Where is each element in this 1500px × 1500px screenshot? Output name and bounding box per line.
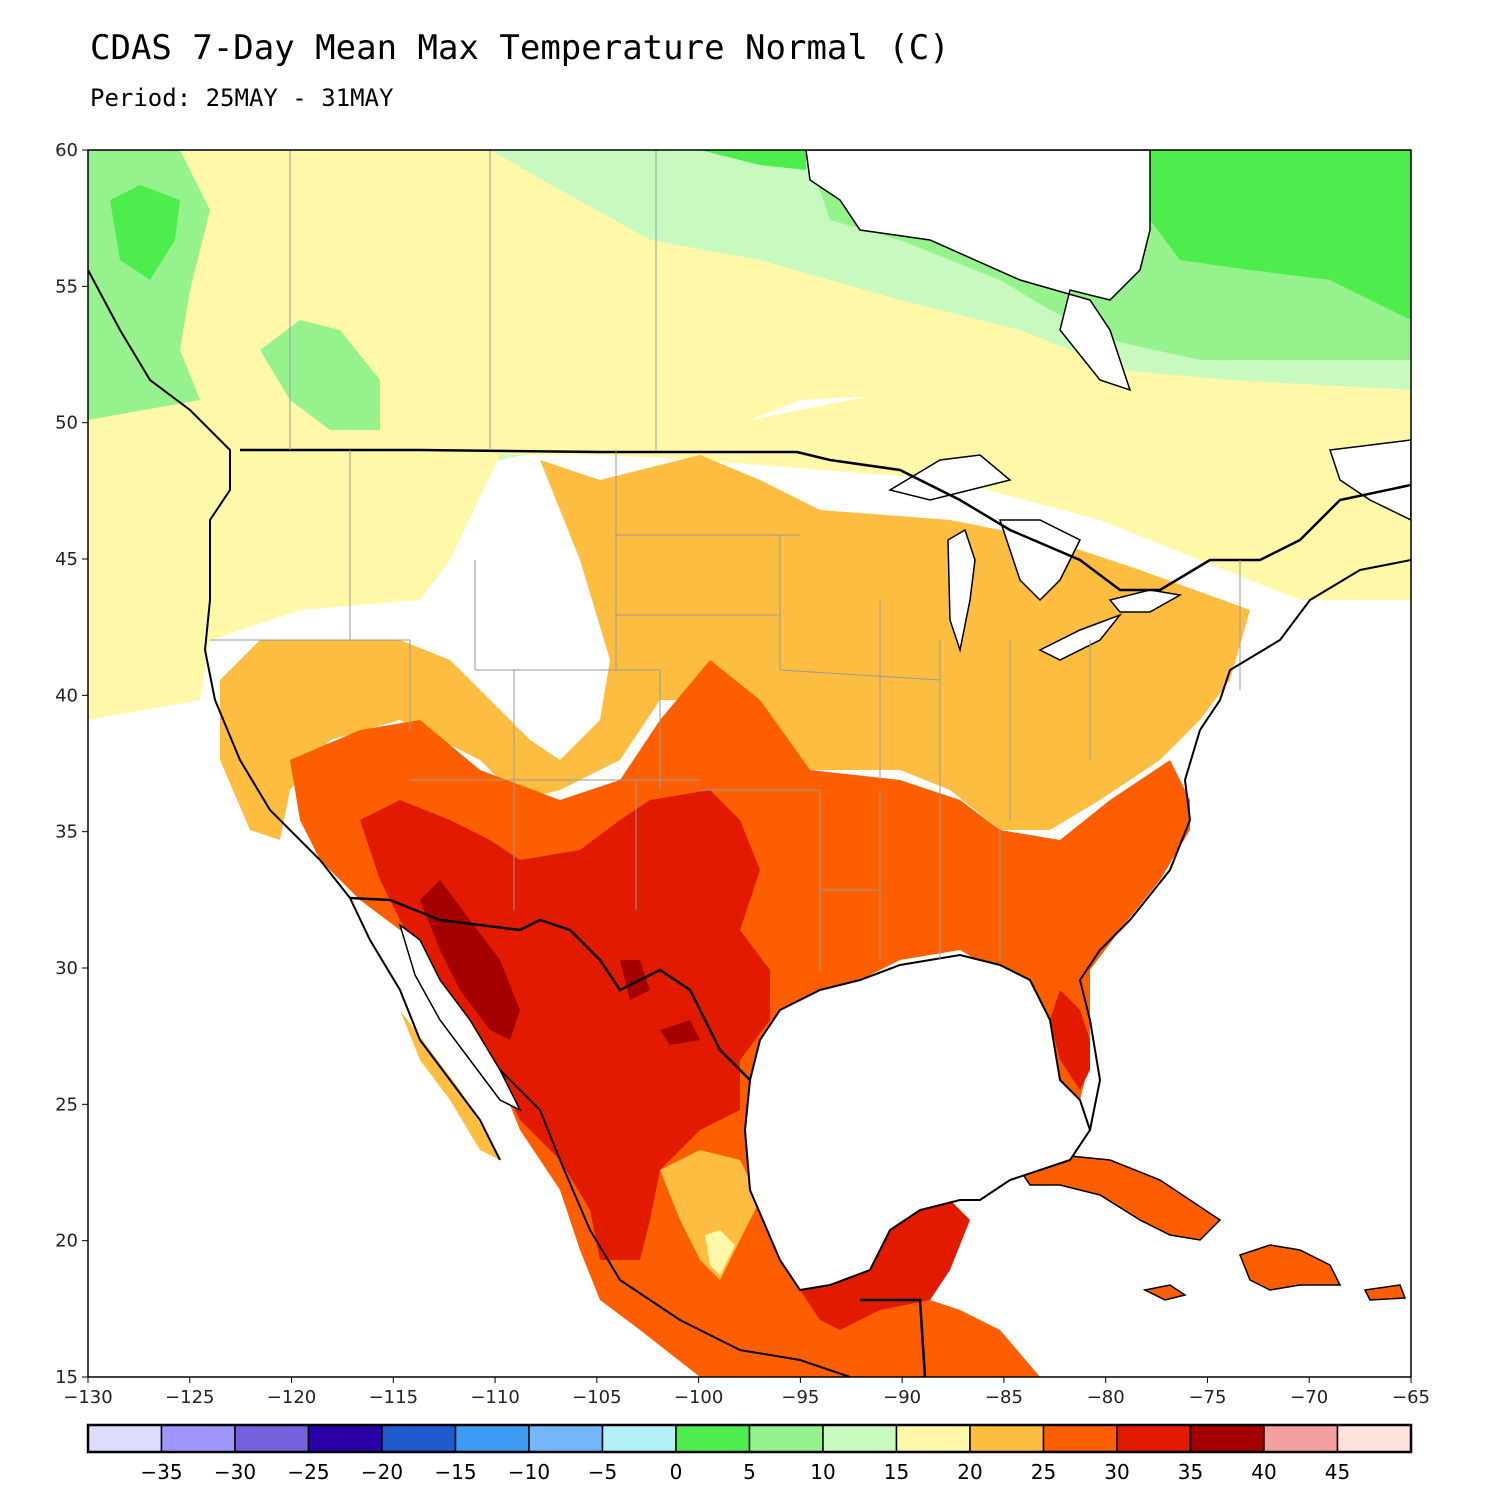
band-5-10-nw	[110, 185, 180, 280]
colorbar-swatch	[234, 1424, 310, 1453]
jamaica	[1142, 1284, 1187, 1301]
colorbar-label: −20	[361, 1460, 403, 1484]
lat-tick-label: 25	[55, 1094, 78, 1115]
lon-tick-label: −120	[267, 1387, 316, 1408]
coastline	[88, 269, 1411, 1377]
latitude-axis: 60 55 50 45 40 35 30 25 20 15	[55, 140, 88, 1388]
colorbar-swatch	[1336, 1424, 1412, 1453]
colorbar: −35 −30 −25 −20 −15 −10 −5 0 5 10 15 20 25 30 35 40 45	[86, 1423, 1413, 1484]
lat-tick-label: 60	[55, 140, 78, 161]
lon-tick-label: −70	[1290, 1387, 1328, 1408]
gulf-of-st-lawrence	[1328, 439, 1411, 521]
colorbar-label: −35	[140, 1460, 182, 1484]
gulf-of-mexico	[743, 953, 1092, 1292]
hispaniola	[1239, 1244, 1342, 1291]
band-5-10-quebec	[1150, 150, 1411, 320]
period-subtitle: Period: 25MAY - 31MAY	[90, 84, 394, 112]
lon-tick-label: −80	[1087, 1387, 1125, 1408]
colorbar-swatch	[454, 1424, 530, 1453]
lon-tick-label: −85	[985, 1387, 1023, 1408]
colorbar-label: 0	[670, 1460, 683, 1484]
lon-tick-label: −100	[674, 1387, 723, 1408]
lon-tick-label: −125	[165, 1387, 214, 1408]
lake-huron	[998, 519, 1082, 602]
lake-erie	[1038, 613, 1123, 661]
colorbar-swatch	[895, 1424, 971, 1453]
band-15-20-plateau	[705, 1230, 735, 1275]
state-borders	[210, 150, 1241, 970]
band-20-25-canada	[240, 150, 1411, 470]
chart-title: CDAS 7-Day Mean Max Temperature Normal (…	[90, 28, 950, 68]
colorbar-label: −25	[287, 1460, 329, 1484]
lake-michigan	[947, 528, 976, 653]
colorbar-label: 25	[1031, 1460, 1056, 1484]
colorbar-label: −15	[434, 1460, 476, 1484]
band-40-45-nl	[660, 1020, 700, 1045]
colorbar-swatch	[1116, 1424, 1192, 1453]
lon-tick-label: −65	[1392, 1387, 1430, 1408]
colorbar-swatch	[822, 1424, 898, 1453]
plot-frame	[87, 149, 1412, 1378]
band-20-25-north	[88, 150, 1411, 720]
lat-tick-label: 35	[55, 822, 78, 843]
gulf-of-california	[398, 923, 522, 1112]
colorbar-label: 35	[1178, 1460, 1203, 1484]
lake-superior	[888, 454, 1012, 501]
lon-tick-label: −95	[781, 1387, 819, 1408]
puerto-rico	[1363, 1284, 1407, 1301]
country-borders	[240, 448, 1411, 1377]
colorbar-label: −30	[214, 1460, 256, 1484]
colorbar-swatch	[969, 1424, 1045, 1453]
band-35-40-florida	[1050, 990, 1090, 1090]
hudson-bay	[805, 150, 1151, 392]
lat-tick-label: 40	[55, 685, 78, 706]
colorbar-swatch	[1042, 1424, 1118, 1453]
lat-tick-label: 20	[55, 1231, 78, 1252]
colorbar-swatch	[1263, 1424, 1339, 1453]
band-35-40-yucatan	[800, 1200, 970, 1330]
colorbar-swatch	[675, 1424, 751, 1453]
colorbar-label: −5	[588, 1460, 617, 1484]
lon-tick-label: −75	[1188, 1387, 1226, 1408]
band-25-30	[220, 455, 1250, 840]
lon-tick-label: −90	[883, 1387, 921, 1408]
colorbar-swatch	[1189, 1424, 1265, 1453]
lon-tick-label: −115	[369, 1387, 418, 1408]
colorbar-label: 15	[884, 1460, 909, 1484]
band-40-45-coahuila	[620, 960, 650, 1000]
colorbar-outline	[86, 1423, 1413, 1454]
colorbar-swatch	[601, 1424, 677, 1453]
longitude-axis: −130 −125 −120 −115 −110 −105 −100 −95 −90 −85 −80…	[63, 1377, 1430, 1408]
lat-tick-label: 55	[55, 276, 78, 297]
cuba	[1018, 1154, 1222, 1241]
mexico-guatemala-border	[860, 1298, 927, 1377]
band-20-25-plateau	[660, 1150, 760, 1280]
colorbar-label: 10	[810, 1460, 835, 1484]
lake-ontario	[1108, 589, 1183, 613]
colorbar-swatch	[528, 1424, 604, 1453]
lon-tick-label: −105	[572, 1387, 621, 1408]
colorbar-swatch	[160, 1424, 236, 1453]
colorbar-label: 40	[1251, 1460, 1276, 1484]
lat-tick-label: 50	[55, 413, 78, 434]
us-canada-border	[240, 448, 1411, 592]
colorbar-swatch	[87, 1424, 163, 1453]
lon-tick-label: −130	[63, 1387, 112, 1408]
colorbar-label: 5	[743, 1460, 756, 1484]
band-5-10-nunavut	[700, 150, 806, 170]
colorbar-swatch	[307, 1424, 383, 1453]
colorbar-label: 30	[1104, 1460, 1129, 1484]
lat-tick-label: 45	[55, 549, 78, 570]
lat-tick-label: 30	[55, 958, 78, 979]
lat-tick-label: 15	[55, 1367, 78, 1388]
colorbar-label: 45	[1325, 1460, 1350, 1484]
colorbar-swatch	[748, 1424, 824, 1453]
colorbar-label: 20	[957, 1460, 982, 1484]
us-mexico-border	[349, 896, 751, 1081]
band-35-40	[360, 790, 770, 1260]
colorbar-swatch	[381, 1424, 457, 1453]
lon-tick-label: −110	[470, 1387, 519, 1408]
colorbar-label: −10	[508, 1460, 550, 1484]
